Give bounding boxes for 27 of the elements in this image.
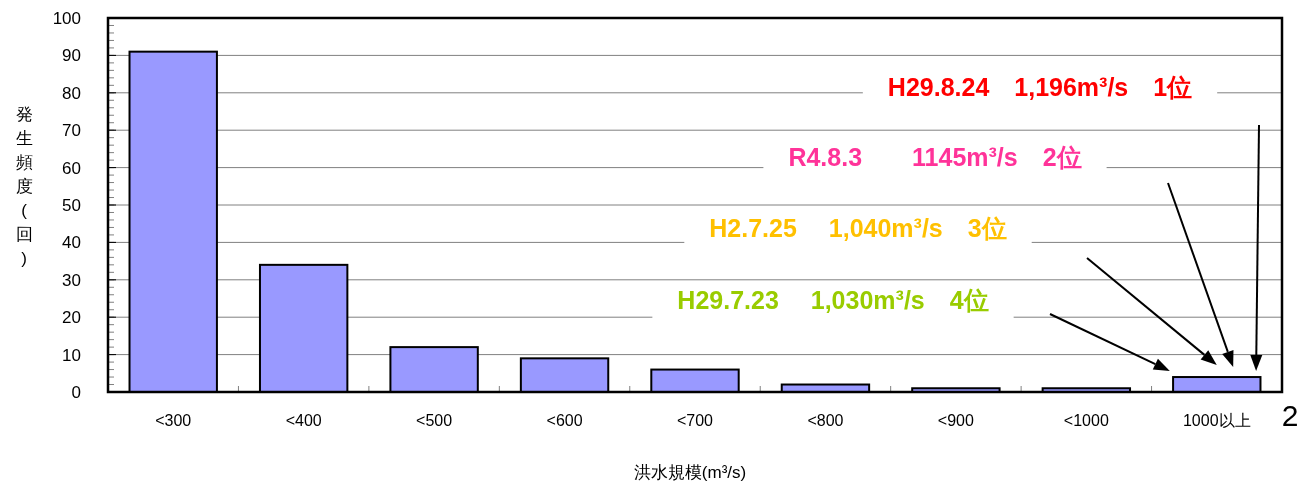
x-tick-label: <700 [676,412,714,429]
x-tick-label: <900 [937,412,975,429]
x-tick-label: <800 [807,412,844,429]
x-tick-label: 1000以上 [1182,412,1251,429]
x-tick-label: <400 [285,412,322,429]
y-tick-label: 40 [62,233,81,253]
x-axis-title: 洪水規模(m³/s) [633,463,747,482]
text: 2 [1281,399,1299,432]
y-tick-label: 50 [62,196,81,215]
annotation: R4.8.3 1145m³/s 2位 [788,143,1082,171]
x-tick-label: <1000 [1063,412,1109,429]
annotation: H29.8.24 1,196m³/s 1位 [887,73,1193,101]
y-tick-label: 70 [62,121,81,141]
annotation: H29.7.23 1,030m³/s 4位 [677,286,989,314]
y-tick-label: 30 [62,270,81,290]
x-tick-label: <300 [155,412,192,429]
y-tick-label: 100 [52,9,81,28]
y-tick-label: 20 [62,308,81,328]
y-tick-label: 10 [62,345,81,365]
y-tick-label: 0 [71,383,81,402]
x-tick-label: <500 [416,412,453,429]
y-axis-title: 発生頻度(回) [15,105,33,268]
y-tick-label: 60 [62,158,81,178]
y-tick-label: 80 [62,83,81,103]
x-tick-label: <600 [546,412,583,429]
annotation: H2.7.25 1,040m³/s 3位 [709,214,1007,242]
y-tick-label: 90 [62,46,81,66]
